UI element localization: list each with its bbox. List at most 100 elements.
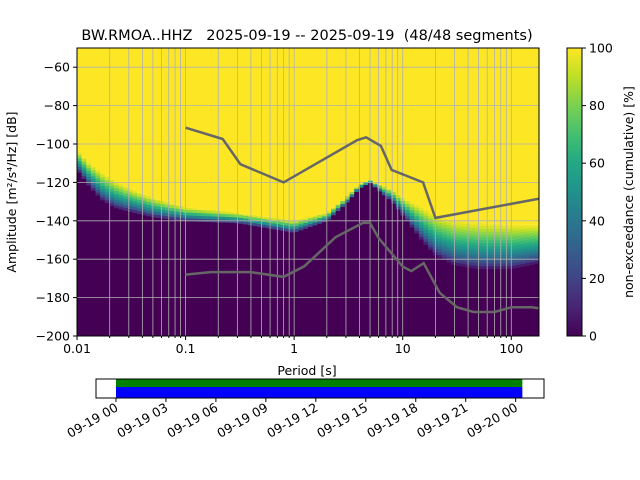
- heatmap-cell: [465, 229, 471, 233]
- heatmap-cell: [460, 240, 466, 244]
- heatmap-cell: [502, 260, 508, 264]
- heatmap-column: [206, 48, 212, 336]
- heatmap-cell: [298, 48, 304, 220]
- heatmap-cell: [150, 197, 156, 201]
- heatmap-cell: [303, 228, 309, 336]
- heatmap-cell: [90, 181, 96, 185]
- heatmap-cell: [418, 239, 424, 336]
- heatmap-cell: [474, 265, 480, 269]
- plot-frame: [76, 47, 540, 337]
- heatmap-cell: [520, 48, 526, 225]
- heatmap-cell: [525, 251, 531, 255]
- heatmap-cell: [95, 186, 101, 190]
- heatmap-cell: [247, 216, 253, 220]
- heatmap-cell: [405, 203, 411, 208]
- heatmap-cell: [358, 184, 364, 188]
- heatmap-column: [257, 48, 263, 336]
- heatmap-cell: [502, 263, 508, 267]
- heatmap-cell: [414, 221, 420, 225]
- heatmap-cell: [525, 248, 531, 252]
- heatmap-cell: [187, 209, 193, 213]
- y-tick-label: −80: [44, 98, 70, 113]
- heatmap-cell: [127, 191, 133, 195]
- heatmap-cell: [127, 197, 133, 201]
- heatmap-cell: [252, 215, 258, 218]
- heatmap-cell: [377, 185, 383, 189]
- heatmap-cell: [326, 211, 332, 214]
- heatmap-cell: [492, 248, 498, 252]
- heatmap-cell: [451, 238, 457, 242]
- heatmap-cell: [428, 226, 434, 230]
- heatmap-cell: [100, 179, 106, 184]
- heatmap-cell: [127, 188, 133, 192]
- heatmap-cell: [95, 177, 101, 182]
- heatmap-cell: [113, 205, 119, 209]
- heatmap-cell: [349, 191, 355, 195]
- heatmap-cell: [210, 210, 216, 214]
- heatmap-cell: [418, 207, 424, 211]
- heatmap-cell: [488, 268, 494, 336]
- heatmap-cell: [238, 214, 244, 218]
- heatmap-cell: [441, 248, 447, 252]
- heatmap-cell: [164, 207, 170, 211]
- heatmap-cell: [340, 200, 346, 202]
- heatmap-cell: [317, 217, 323, 221]
- heatmap-cell: [317, 48, 323, 215]
- heatmap-cell: [284, 48, 290, 220]
- heatmap-column: [100, 48, 106, 336]
- heatmap-cell: [515, 232, 521, 237]
- time-tick-label: 09-19 12: [264, 400, 320, 441]
- heatmap-cell: [534, 243, 539, 247]
- colorbar-tick-label: 100: [589, 41, 613, 56]
- heatmap-column: [174, 48, 180, 336]
- heatmap-cell: [201, 221, 207, 336]
- heatmap-cell: [271, 220, 277, 224]
- heatmap-cell: [335, 204, 341, 206]
- heatmap-cell: [100, 197, 106, 201]
- heatmap-cell: [534, 252, 539, 256]
- heatmap-cell: [123, 187, 129, 191]
- heatmap-cell: [90, 166, 96, 168]
- heatmap-cell: [146, 210, 152, 214]
- heatmap-cell: [451, 250, 457, 254]
- heatmap-cell: [446, 259, 452, 263]
- heatmap-cell: [335, 207, 341, 212]
- heatmap-cell: [312, 215, 318, 217]
- heatmap-cell: [465, 255, 471, 259]
- heatmap-cell: [271, 228, 277, 336]
- heatmap-cell: [109, 48, 115, 179]
- heatmap-cell: [405, 221, 411, 336]
- heatmap-cell: [478, 242, 484, 247]
- high-noise-model-line: [185, 126, 539, 220]
- heatmap-column: [405, 48, 411, 336]
- heatmap-cell: [460, 223, 466, 227]
- heatmap-cell: [423, 224, 429, 228]
- heatmap-cell: [137, 199, 143, 203]
- heatmap-cell: [104, 188, 110, 192]
- colorbar-tick-label: 0: [589, 329, 597, 344]
- heatmap-cell: [460, 254, 466, 259]
- heatmap-cell: [446, 241, 452, 246]
- heatmap-cell: [118, 206, 124, 210]
- heatmap-cell: [90, 167, 96, 171]
- heatmap-cell: [113, 190, 119, 194]
- heatmap-cell: [197, 221, 203, 336]
- heatmap-cell: [210, 213, 216, 217]
- heatmap-cell: [423, 215, 429, 219]
- heatmap-cell: [169, 203, 175, 206]
- coverage-frame: [95, 378, 545, 399]
- heatmap-cell: [474, 225, 480, 229]
- heatmap-cell: [441, 222, 447, 226]
- heatmap-cell: [395, 200, 401, 204]
- heatmap-cell: [446, 233, 452, 237]
- heatmap-cell: [469, 259, 475, 263]
- heatmap-cell: [132, 206, 138, 211]
- heatmap-cell: [465, 235, 471, 239]
- heatmap-cell: [423, 221, 429, 225]
- heatmap-cell: [123, 204, 129, 208]
- heatmap-cell: [492, 240, 498, 244]
- heatmap-cell: [395, 197, 401, 201]
- heatmap-cell: [118, 191, 124, 196]
- heatmap-cell: [529, 238, 535, 242]
- heatmap-cell: [529, 224, 535, 228]
